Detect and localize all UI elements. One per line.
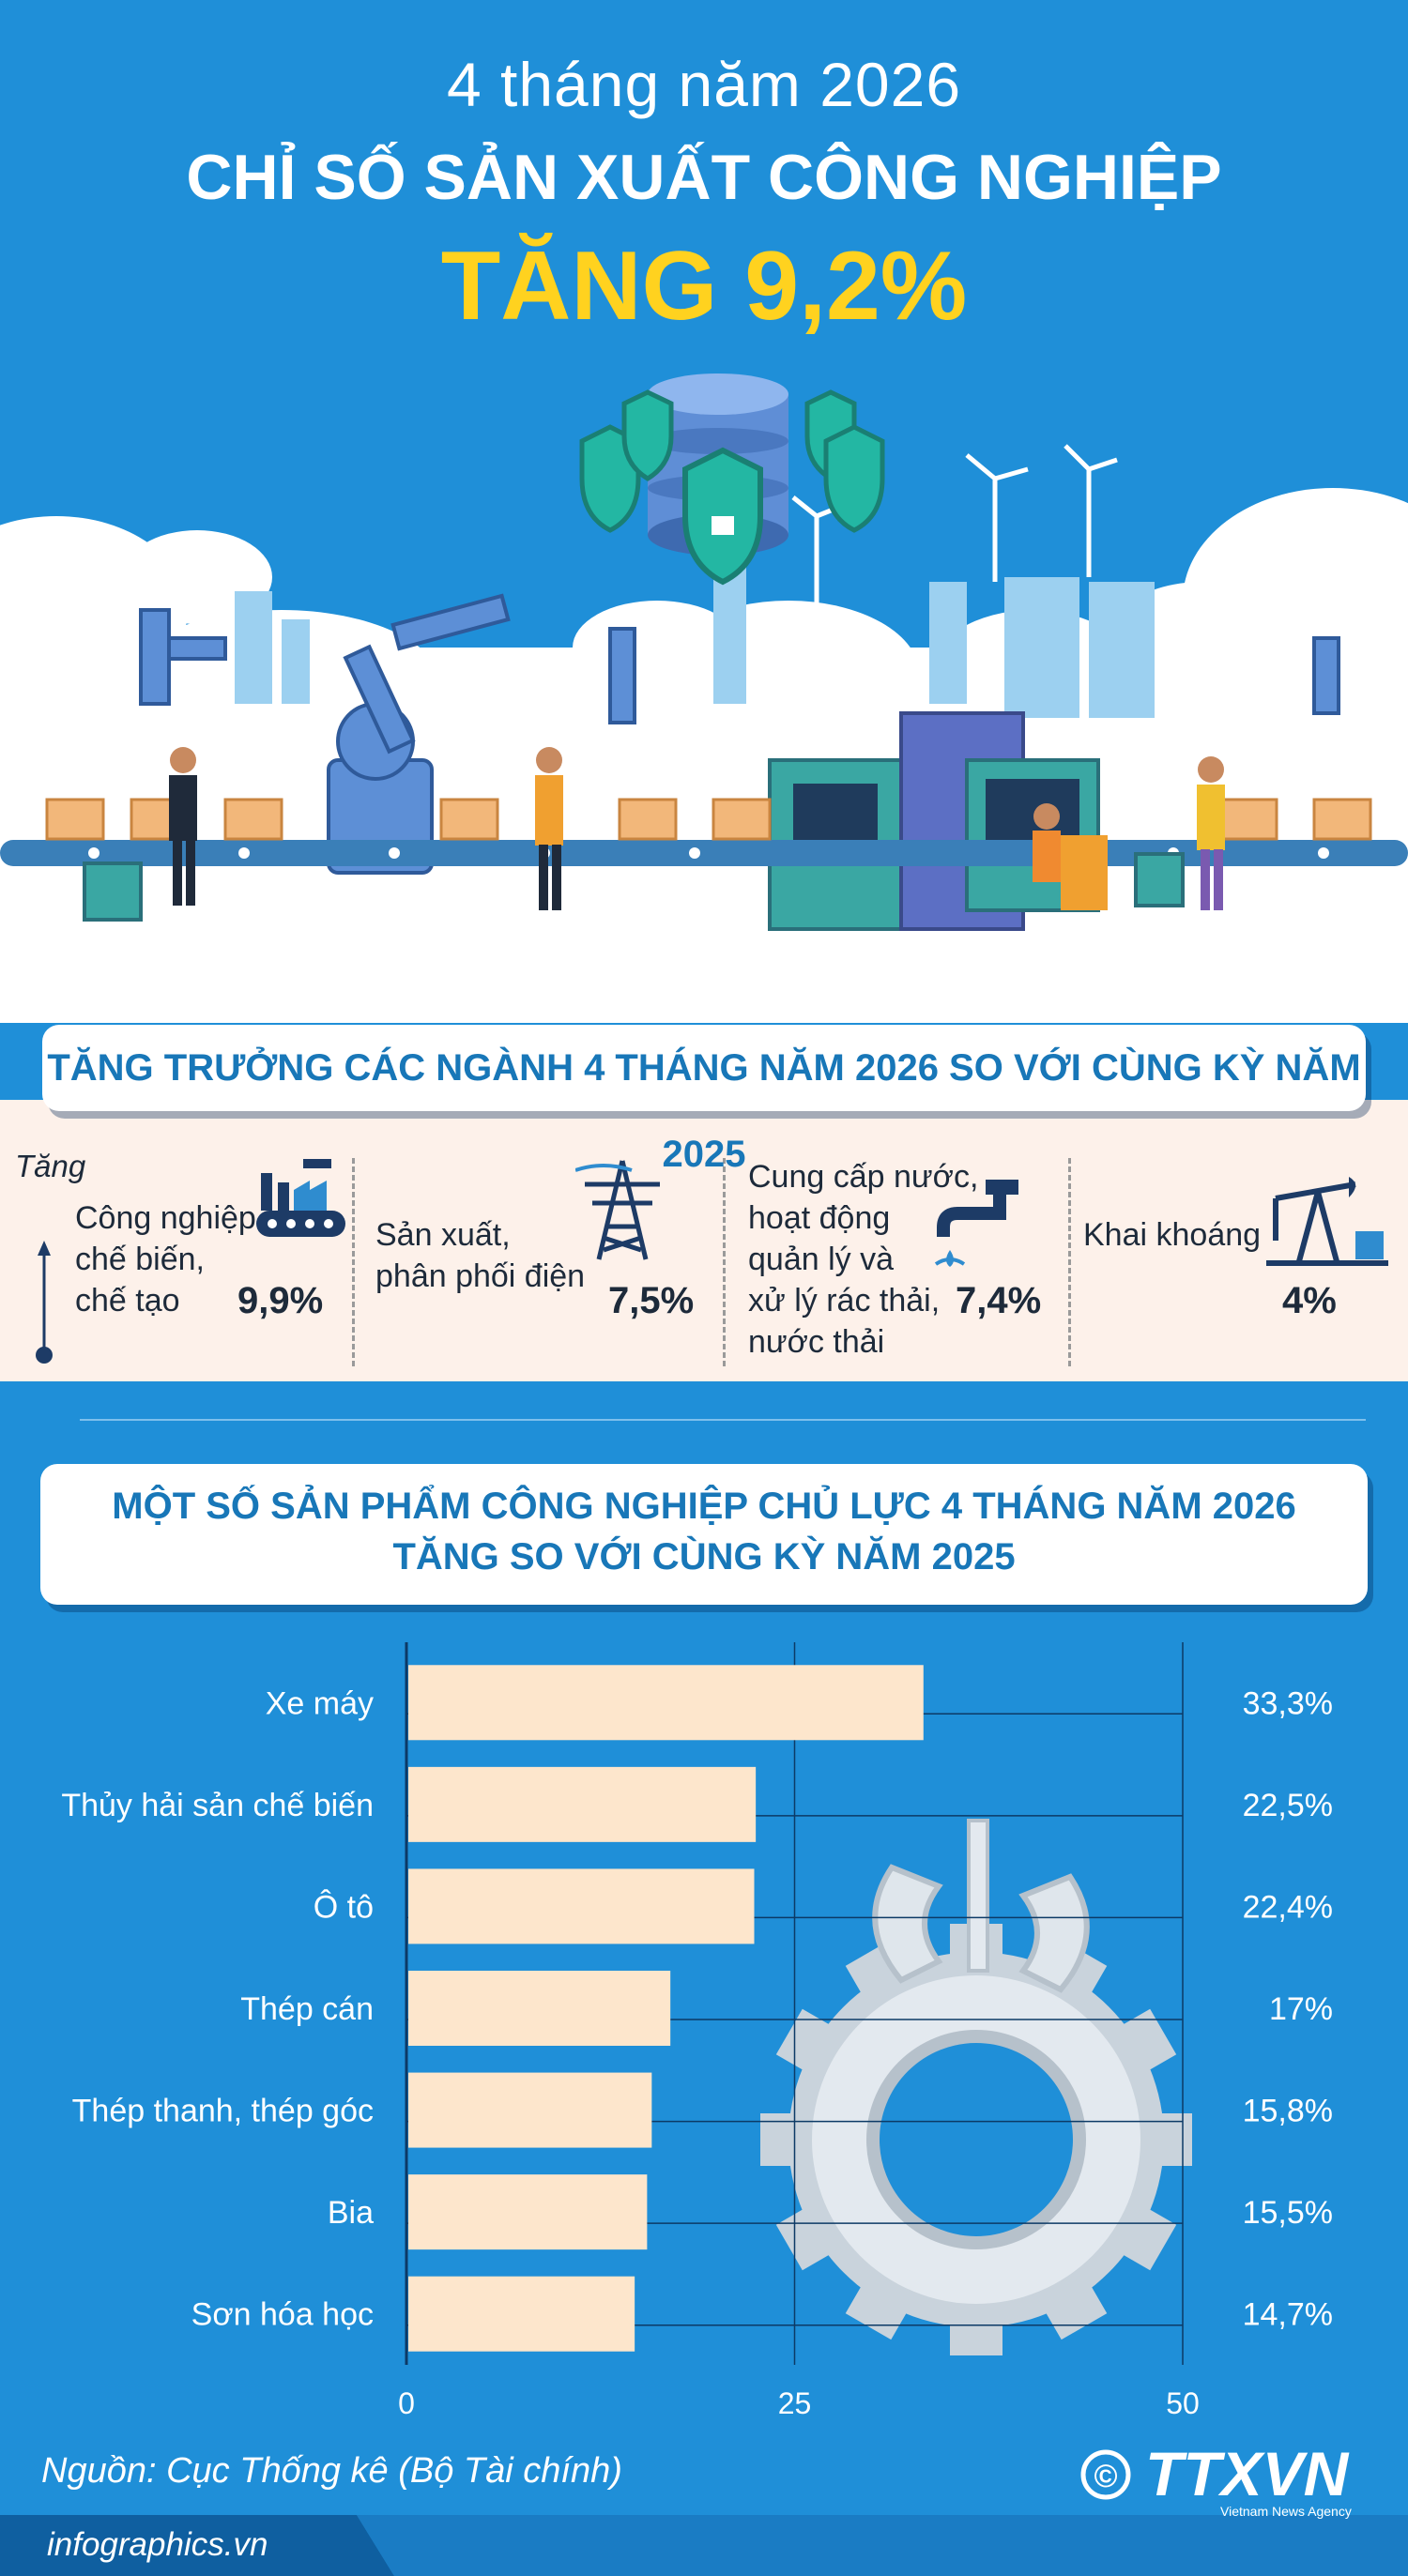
sector-section-title: TĂNG TRƯỞNG CÁC NGÀNH 4 THÁNG NĂM 2026 S… <box>42 1025 1366 1175</box>
products-section-title: MỘT SỐ SẢN PHẨM CÔNG NGHIỆP CHỦ LỰC 4 TH… <box>40 1464 1368 1605</box>
category-label: Ô tô <box>314 1889 374 1925</box>
x-tick-label: 25 <box>778 2386 812 2420</box>
source-note: Nguồn: Cục Thống kê (Bộ Tài chính) <box>41 2451 622 2491</box>
category-label: Xe máy <box>266 1685 374 1721</box>
copyright-symbol: © <box>1094 2459 1117 2494</box>
category-label: Thép thanh, thép góc <box>72 2094 374 2129</box>
value-label: 15,8% <box>1243 2094 1333 2129</box>
bar <box>408 1971 671 2046</box>
value-label: 33,3% <box>1243 1685 1333 1721</box>
category-label: Thép cán <box>240 1991 374 2027</box>
value-label: 22,5% <box>1243 1788 1333 1823</box>
website-link[interactable]: infographics.vn <box>47 2526 268 2563</box>
up-arrow-icon <box>36 1241 53 1364</box>
sector-growth-panel: Tăng Công nghiệp chế biến, chế tạo 9,9% <box>0 1100 1408 1381</box>
footer-band <box>0 2515 1408 2576</box>
x-tick-label: 50 <box>1166 2386 1200 2420</box>
sector-value: 9,9% <box>237 1280 324 1321</box>
bar <box>408 1868 755 1944</box>
chart-x-axis: 0 25 50 <box>398 2386 1200 2420</box>
bar <box>408 1766 757 1842</box>
sector-label: Công nghiệp chế biến, chế tạo <box>75 1200 256 1318</box>
sector-divider <box>352 1158 355 1366</box>
bar <box>408 2276 635 2352</box>
section-separator <box>80 1419 1366 1421</box>
sector-card-electricity: Sản xuất, phân phối điện 7,5% <box>355 1100 723 1381</box>
sector-value: 7,4% <box>956 1280 1042 1321</box>
x-tick-label: 0 <box>398 2386 415 2420</box>
oil-pump-icon <box>1266 1177 1388 1266</box>
value-label: 14,7% <box>1243 2297 1333 2333</box>
sector-label: Cung cấp nước, hoạt động quản lý và xử l… <box>748 1159 979 1360</box>
bar <box>408 1665 924 1741</box>
value-label: 15,5% <box>1243 2195 1333 2231</box>
category-label: Bia <box>328 2195 374 2231</box>
water-tap-icon <box>934 1180 1018 1267</box>
sector-label: Khai khoáng <box>1083 1217 1262 1253</box>
chart-bars <box>408 1665 924 2352</box>
sector-value: 4% <box>1282 1280 1337 1321</box>
factory-icon <box>256 1159 345 1237</box>
logo-subtext: Vietnam News Agency <box>1220 2504 1352 2519</box>
products-bar-chart: Xe máy 33,3% Thủy hải sản chế biến 22,5% Ô t… <box>61 1642 1333 2420</box>
value-label: 22,4% <box>1243 1889 1333 1925</box>
header-subtitle: 4 tháng năm 2026 <box>446 50 962 119</box>
ttxvn-logo: © TTXVN Vietnam News Agency <box>1080 2439 1352 2519</box>
sector-divider <box>723 1158 726 1366</box>
category-label: Sơn hóa học <box>191 2297 374 2333</box>
sector-label: Sản xuất, phân phối điện <box>375 1217 586 1294</box>
copyright-icon <box>1080 2449 1131 2500</box>
header-title: CHỈ SỐ SẢN XUẤT CÔNG NGHIỆP <box>186 142 1222 213</box>
sector-value: 7,5% <box>608 1280 695 1321</box>
factory-illustration <box>0 373 1408 1023</box>
logo-text: TTXVN <box>1145 2439 1350 2508</box>
sector-divider <box>1068 1158 1071 1366</box>
bar <box>408 2072 652 2148</box>
gear-icon <box>760 1819 1192 2355</box>
bar <box>408 2174 648 2250</box>
sector-card-manufacturing: Công nghiệp chế biến, chế tạo 9,9% <box>0 1100 352 1381</box>
sector-card-mining: Khai khoáng 4% <box>1071 1100 1408 1381</box>
sector-card-water: Cung cấp nước, hoạt động quản lý và xử l… <box>726 1100 1065 1381</box>
value-label: 17% <box>1269 1991 1333 2027</box>
growth-axis-label: Tăng <box>15 1149 86 1183</box>
category-label: Thủy hải sản chế biến <box>61 1788 374 1823</box>
header-highlight: TĂNG 9,2% <box>440 232 968 341</box>
chart-labels: Xe máy 33,3% Thủy hải sản chế biến 22,5% Ô t… <box>61 1685 1333 2332</box>
power-tower-icon <box>575 1160 660 1260</box>
